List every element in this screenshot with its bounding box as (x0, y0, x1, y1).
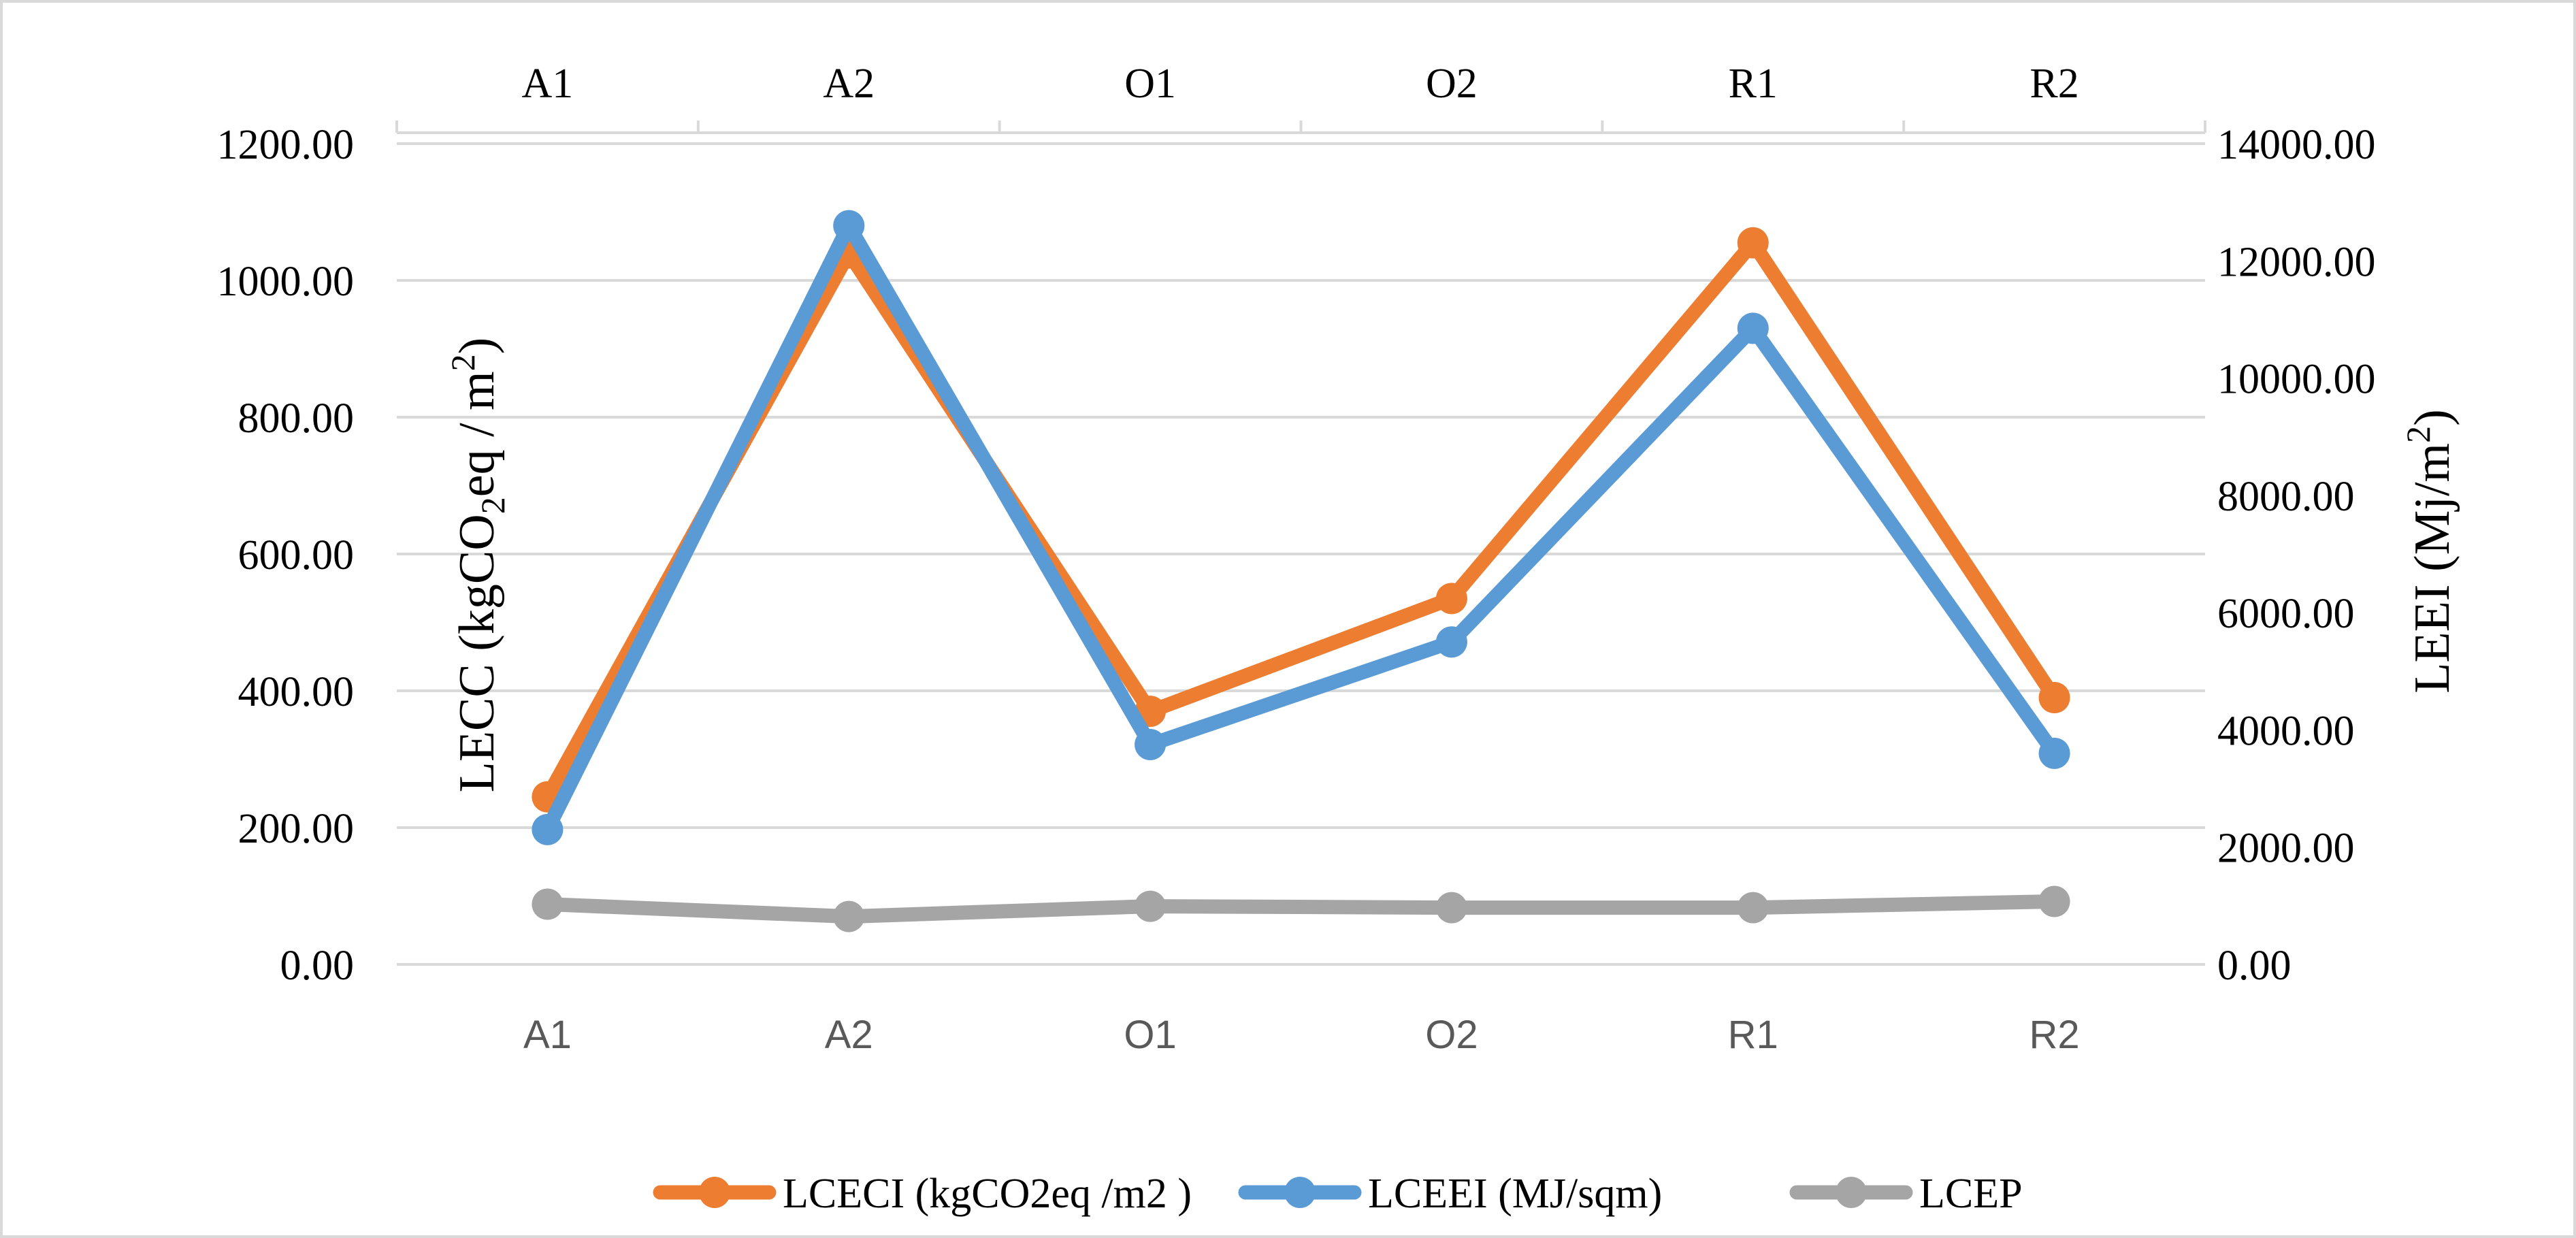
legend-label: LCEEI (MJ/sqm) (1368, 1171, 1662, 1217)
right-tick-label: 10000.00 (2217, 357, 2376, 403)
right-tick-label: 0.00 (2217, 943, 2292, 989)
top-category-label: A1 (522, 61, 574, 107)
axes (395, 120, 2206, 966)
data-point (1737, 312, 1769, 344)
data-point (1435, 892, 1467, 924)
left-tick-label: 400.00 (238, 669, 355, 715)
right-tick-label: 14000.00 (2217, 122, 2376, 168)
data-point (1435, 583, 1467, 615)
data-point (1135, 890, 1167, 922)
right-tick-label: 6000.00 (2217, 591, 2355, 637)
left-tick-label: 600.00 (238, 532, 355, 579)
right-axis-title: LEEI (Mj/m2) (2399, 409, 2460, 694)
series-lines (532, 210, 2070, 932)
right-tick-label: 4000.00 (2217, 708, 2355, 754)
x-category-label: R2 (2029, 1013, 2080, 1057)
data-point (2038, 737, 2070, 769)
left-tick-label: 1200.00 (217, 122, 355, 168)
legend-marker (699, 1177, 730, 1208)
data-point (1435, 626, 1467, 658)
left-tick-label: 800.00 (238, 395, 355, 442)
data-point (1135, 728, 1167, 760)
top-category-label: R1 (1729, 61, 1778, 107)
left-tick-label: 0.00 (280, 943, 355, 989)
data-point (1737, 227, 1769, 259)
data-point (833, 210, 865, 242)
left-tick-label: 200.00 (238, 806, 355, 852)
series-line (540, 235, 2062, 804)
left-tick-label: 1000.00 (217, 259, 355, 305)
data-point (2038, 885, 2070, 917)
series-line (540, 218, 2062, 837)
legend-label: LCEP (1919, 1171, 2023, 1217)
right-tick-label: 8000.00 (2217, 474, 2355, 520)
legend-marker (1836, 1177, 1867, 1208)
top-category-label: A2 (823, 61, 875, 107)
tick-labels: 0.00 200.00 400.00 600.00 800.00 1000.00 1200.… (217, 61, 2376, 1057)
x-category-label: R1 (1728, 1013, 1778, 1057)
top-category-label: O1 (1124, 61, 1176, 107)
top-category-label: O2 (1426, 61, 1478, 107)
gridlines (397, 142, 2205, 829)
x-category-label: O1 (1124, 1013, 1176, 1057)
data-point (833, 900, 865, 932)
right-tick-label: 2000.00 (2217, 826, 2355, 872)
data-point (2038, 682, 2070, 714)
legend-label: LCECI (kgCO2eq /m2 ) (783, 1171, 1192, 1217)
x-category-label: A2 (825, 1013, 873, 1057)
data-point (1737, 892, 1769, 924)
top-category-label: R2 (2029, 61, 2078, 107)
legend-marker (1284, 1177, 1316, 1208)
x-category-label: A1 (523, 1013, 572, 1057)
data-point (532, 888, 564, 920)
series-line (540, 894, 2062, 924)
x-category-label: O2 (1425, 1013, 1478, 1057)
legend: LCECI (kgCO2eq /m2 ) LCEEI (MJ/sqm) LCEP (653, 1171, 2023, 1217)
right-tick-label: 12000.00 (2217, 239, 2376, 285)
left-axis-title: LECC (kgCO2eq / m2) (444, 338, 512, 793)
data-point (532, 813, 564, 845)
